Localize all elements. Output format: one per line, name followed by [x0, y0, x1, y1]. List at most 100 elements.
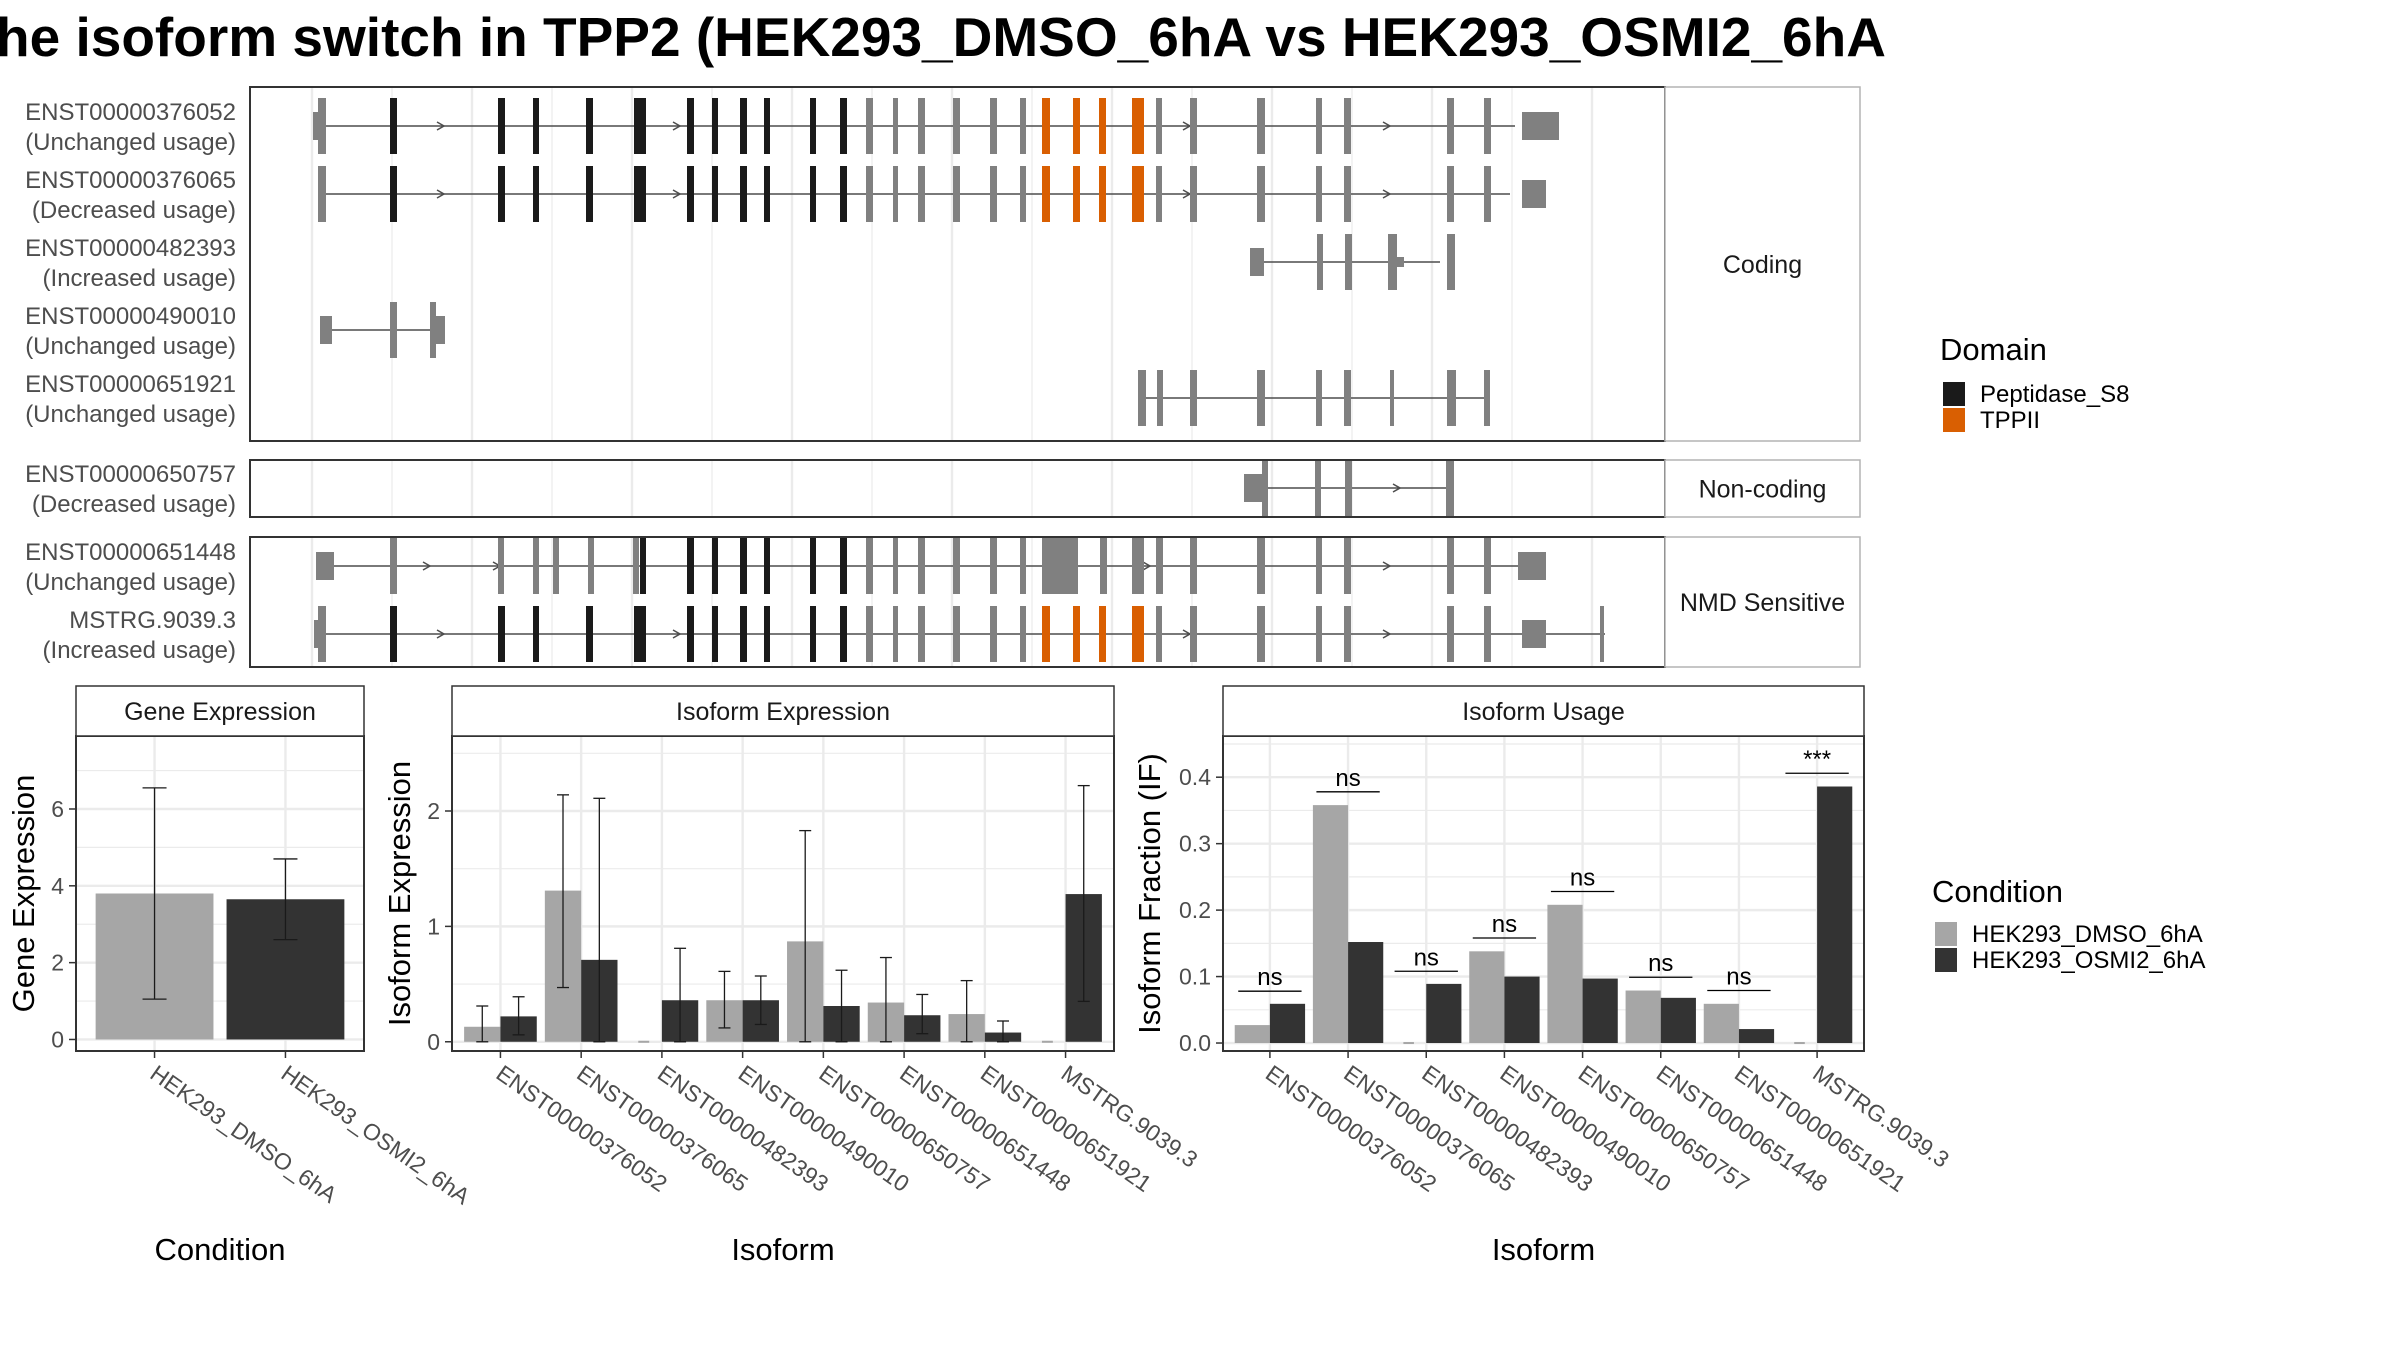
exon — [1190, 166, 1197, 222]
strip-label-box — [1664, 536, 1861, 668]
exon — [918, 538, 925, 594]
bar — [1738, 1029, 1775, 1044]
peptidase-s8-exon — [840, 606, 847, 662]
bar — [1469, 951, 1505, 1044]
peptidase-s8-exon — [764, 98, 770, 154]
peptidase-s8-exon — [634, 166, 646, 222]
utr-exon — [1250, 248, 1264, 276]
transcript-usage-label: (Unchanged usage) — [25, 569, 236, 596]
peptidase-s8-exon — [840, 166, 847, 222]
strand-arrow — [1142, 561, 1152, 571]
error-bar — [512, 996, 525, 1036]
bar — [1625, 990, 1661, 1044]
transcript-usage-label: (Decreased usage) — [32, 197, 236, 224]
x-axis-title: Isoform — [731, 1232, 834, 1267]
exon — [1316, 538, 1322, 594]
bar — [1312, 805, 1349, 1044]
exon — [1484, 166, 1491, 222]
peptidase-s8-exon — [533, 98, 539, 154]
exon — [1156, 538, 1163, 594]
exon — [430, 302, 436, 358]
chart-strip — [451, 685, 1115, 737]
significance-label: ns — [1570, 865, 1595, 892]
exon — [588, 538, 594, 594]
legend-key-swatch — [1943, 382, 1965, 406]
legend-item-label: TPPII — [1980, 407, 2040, 434]
exon — [1316, 166, 1322, 222]
transcript-structure-panels: ENST00000376052(Unchanged usage)ENST0000… — [25, 86, 1861, 668]
peptidase-s8-exon — [740, 166, 747, 222]
exon — [1484, 606, 1491, 662]
transcript-row: ENST00000376065 (Decreased usage) — [25, 166, 1546, 224]
utr-exon — [316, 552, 334, 580]
utr-exon — [320, 316, 332, 344]
tppii-exon — [1132, 166, 1144, 222]
peptidase-s8-exon — [810, 538, 816, 594]
peptidase-s8-exon — [687, 606, 694, 662]
x-axis-title: Isoform — [1492, 1232, 1595, 1267]
y-axis-title: Gene Expression — [6, 775, 41, 1013]
transcript-row: ENST00000482393 (Increased usage) — [25, 234, 1455, 292]
tppii-exon — [1042, 98, 1050, 154]
peptidase-s8-exon — [640, 538, 646, 594]
peptidase-s8-exon — [712, 98, 718, 154]
y-tick-label: 2 — [51, 950, 64, 976]
strand-arrow — [1392, 483, 1402, 493]
exon — [893, 538, 898, 594]
transcript-row: MSTRG.9039.3 (Increased usage) — [43, 606, 1605, 664]
y-tick-label: 0 — [51, 1026, 64, 1052]
exon — [1316, 98, 1322, 154]
exon — [1190, 538, 1197, 594]
exon — [990, 166, 997, 222]
bar — [1582, 978, 1618, 1044]
significance-label: ns — [1414, 944, 1439, 971]
exon — [1190, 606, 1197, 662]
error-bar — [835, 969, 848, 1043]
bar-chart-isoform-usage: 0.0 0.1 0.2 0.3 0.4 ns ns ns ns ns ns ns *** Isoform … — [1132, 685, 1954, 1267]
error-bar — [754, 975, 767, 1026]
error-bar — [593, 797, 606, 1043]
y-tick-label: 4 — [51, 873, 64, 899]
exon — [1156, 606, 1162, 662]
peptidase-s8-exon — [840, 98, 847, 154]
peptidase-s8-exon — [390, 166, 397, 222]
transcript-usage-label: (Unchanged usage) — [25, 333, 236, 360]
legend-key-swatch — [1935, 922, 1957, 946]
strand-arrow — [422, 561, 432, 571]
exon — [390, 538, 397, 594]
exon — [1484, 370, 1490, 426]
strand-arrow — [1382, 629, 1392, 639]
strand-arrow — [672, 121, 682, 131]
error-bar — [273, 858, 298, 941]
peptidase-s8-exon — [712, 538, 718, 594]
exon — [1020, 606, 1026, 662]
strand-arrow — [672, 189, 682, 199]
utr-exon — [1522, 112, 1559, 140]
exon — [953, 538, 960, 594]
strand-arrow — [1382, 561, 1392, 571]
exon — [1344, 606, 1351, 662]
exon — [953, 606, 960, 662]
exon — [1447, 538, 1454, 594]
exon — [1345, 234, 1352, 290]
strand-arrow — [436, 121, 446, 131]
transcript-id-label: ENST00000482393 — [25, 235, 236, 262]
peptidase-s8-exon — [634, 606, 646, 662]
exon — [866, 166, 873, 222]
transcript-row: ENST00000651448 (Unchanged usage) — [25, 538, 1546, 596]
exon — [1447, 234, 1455, 290]
exon — [918, 166, 925, 222]
peptidase-s8-exon — [740, 606, 747, 662]
exon — [1447, 606, 1454, 662]
y-tick-label: 0.2 — [1179, 897, 1211, 923]
strand-arrow — [436, 189, 446, 199]
peptidase-s8-exon — [586, 166, 593, 222]
exon — [1447, 370, 1456, 426]
exon — [1190, 370, 1197, 426]
error-bar — [960, 979, 973, 1043]
domain-legend-title: Domain — [1940, 332, 2047, 367]
exon — [318, 98, 326, 154]
